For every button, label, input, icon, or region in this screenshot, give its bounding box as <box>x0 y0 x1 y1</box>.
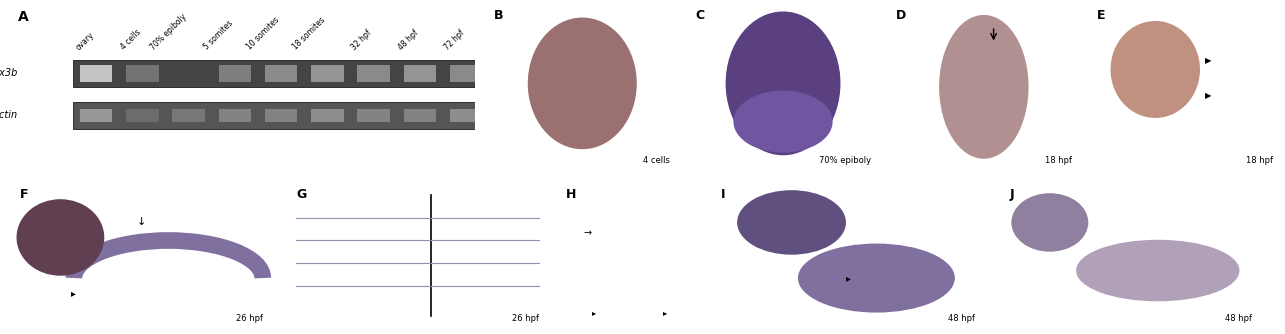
Text: →: → <box>583 228 591 238</box>
Text: ptx3b: ptx3b <box>0 68 18 78</box>
Ellipse shape <box>17 200 104 275</box>
Text: 48 hpf: 48 hpf <box>948 314 975 323</box>
Text: ▶: ▶ <box>1205 91 1212 100</box>
Text: 26 hpf: 26 hpf <box>235 314 262 323</box>
Text: 70% epiboly: 70% epiboly <box>819 156 871 165</box>
Ellipse shape <box>726 12 840 155</box>
Text: ↓: ↓ <box>136 217 146 227</box>
Text: 26 hpf: 26 hpf <box>511 314 538 323</box>
FancyBboxPatch shape <box>265 109 297 122</box>
Text: 48 hpf: 48 hpf <box>396 28 420 52</box>
Text: B: B <box>495 9 504 22</box>
FancyBboxPatch shape <box>80 65 112 82</box>
Text: ▸: ▸ <box>592 308 596 317</box>
Text: ▸: ▸ <box>846 273 851 283</box>
Text: I: I <box>721 188 726 201</box>
Text: 72 hpf: 72 hpf <box>442 28 466 52</box>
Ellipse shape <box>738 191 846 254</box>
FancyBboxPatch shape <box>126 65 158 82</box>
Text: D: D <box>896 9 906 22</box>
FancyBboxPatch shape <box>403 65 436 82</box>
Text: 4 cells: 4 cells <box>118 28 143 52</box>
Ellipse shape <box>799 244 955 312</box>
Text: 70% epiboly: 70% epiboly <box>149 12 189 52</box>
Text: F: F <box>21 188 28 201</box>
Text: 18 hpf: 18 hpf <box>1245 156 1272 165</box>
Text: 32 hpf: 32 hpf <box>350 28 374 52</box>
Ellipse shape <box>1112 22 1199 117</box>
Text: ▸: ▸ <box>72 288 76 298</box>
Text: ▶: ▶ <box>1205 56 1212 65</box>
FancyBboxPatch shape <box>218 65 251 82</box>
FancyBboxPatch shape <box>311 65 343 82</box>
FancyBboxPatch shape <box>73 60 490 87</box>
Text: actin: actin <box>0 110 18 120</box>
Text: 18 somites: 18 somites <box>292 16 328 52</box>
FancyBboxPatch shape <box>80 109 112 122</box>
FancyBboxPatch shape <box>265 65 297 82</box>
Text: C: C <box>695 9 704 22</box>
Text: 18 hpf: 18 hpf <box>1045 156 1072 165</box>
Text: 10 somites: 10 somites <box>245 16 281 52</box>
FancyBboxPatch shape <box>311 109 343 122</box>
Ellipse shape <box>1013 194 1087 251</box>
Ellipse shape <box>1077 240 1239 301</box>
Ellipse shape <box>528 18 636 149</box>
FancyBboxPatch shape <box>218 109 251 122</box>
FancyBboxPatch shape <box>73 102 490 129</box>
Text: A: A <box>18 10 28 24</box>
FancyBboxPatch shape <box>450 109 482 122</box>
Text: ovary: ovary <box>75 30 96 52</box>
Ellipse shape <box>939 16 1028 158</box>
Text: G: G <box>296 188 306 201</box>
Text: H: H <box>567 188 577 201</box>
FancyBboxPatch shape <box>126 109 158 122</box>
Text: 48 hpf: 48 hpf <box>1225 314 1252 323</box>
FancyBboxPatch shape <box>450 65 482 82</box>
Text: E: E <box>1096 9 1105 22</box>
Text: 4 cells: 4 cells <box>644 156 671 165</box>
FancyBboxPatch shape <box>357 109 389 122</box>
Text: J: J <box>1010 188 1014 201</box>
Ellipse shape <box>734 91 831 152</box>
FancyBboxPatch shape <box>172 109 204 122</box>
Text: 5 somites: 5 somites <box>202 19 235 52</box>
FancyBboxPatch shape <box>357 65 389 82</box>
Text: ▸: ▸ <box>663 308 667 317</box>
FancyBboxPatch shape <box>403 109 436 122</box>
